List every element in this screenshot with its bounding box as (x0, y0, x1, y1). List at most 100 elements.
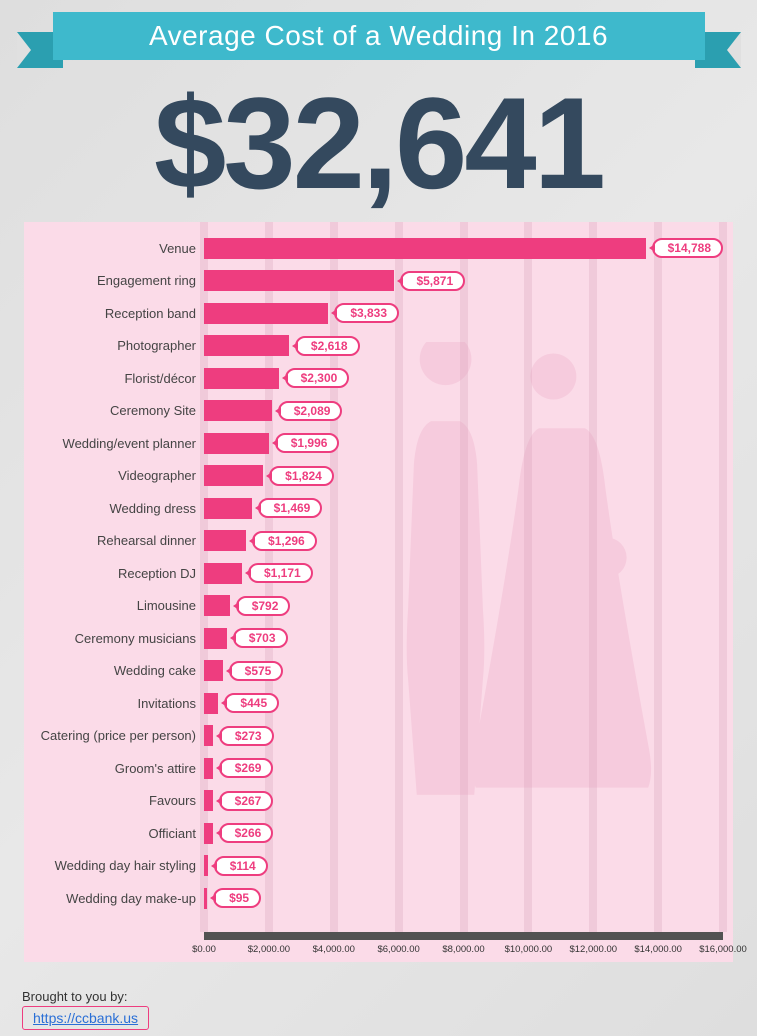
bar-row: Reception DJ$1,171 (204, 557, 723, 590)
x-tick-label: $16,000.00 (699, 944, 747, 955)
bar-row: Invitations$445 (204, 687, 723, 720)
bar-fill (204, 465, 263, 486)
bar-value-label: $575 (229, 661, 284, 681)
bar-row: Wedding day hair styling$114 (204, 850, 723, 883)
bar-row: Wedding dress$1,469 (204, 492, 723, 525)
bar-category-label: Ceremony Site (24, 403, 196, 418)
bar-value-label: $14,788 (652, 238, 723, 258)
bar-fill (204, 790, 213, 811)
bar-row: Favours$267 (204, 785, 723, 818)
bar-category-label: Photographer (24, 338, 196, 353)
total-cost: $32,641 (0, 78, 757, 208)
bar-row: Catering (price per person)$273 (204, 720, 723, 753)
bars-container: Venue$14,788Engagement ring$5,871Recepti… (204, 232, 723, 915)
bar-fill (204, 368, 279, 389)
bar-fill (204, 270, 394, 291)
x-tick-label: $2,000.00 (248, 944, 290, 955)
bar-category-label: Catering (price per person) (24, 728, 196, 743)
bar-value-label: $1,996 (275, 433, 340, 453)
title-text: Average Cost of a Wedding In 2016 (53, 12, 705, 60)
bar-fill (204, 660, 223, 681)
bar-category-label: Wedding day make-up (24, 891, 196, 906)
bar-value-label: $5,871 (400, 271, 465, 291)
bar-fill (204, 563, 242, 584)
bar-category-label: Groom's attire (24, 761, 196, 776)
x-tick-label: $14,000.00 (634, 944, 682, 955)
bar-row: Venue$14,788 (204, 232, 723, 265)
bar-value-label: $273 (219, 726, 274, 746)
bar-value-label: $445 (224, 693, 279, 713)
bar-category-label: Wedding/event planner (24, 436, 196, 451)
bar-fill (204, 498, 252, 519)
bar-category-label: Officiant (24, 826, 196, 841)
bar-fill (204, 433, 269, 454)
x-tick-label: $6,000.00 (377, 944, 419, 955)
x-tick-label: $0.00 (192, 944, 216, 955)
bar-category-label: Videographer (24, 468, 196, 483)
bar-category-label: Venue (24, 241, 196, 256)
title-ribbon: Average Cost of a Wedding In 2016 (39, 12, 719, 72)
x-tick-label: $8,000.00 (442, 944, 484, 955)
bar-row: Florist/décor$2,300 (204, 362, 723, 395)
bar-row: Officiant$266 (204, 817, 723, 850)
bar-row: Wedding day make-up$95 (204, 882, 723, 915)
bar-category-label: Rehearsal dinner (24, 533, 196, 548)
bar-category-label: Invitations (24, 696, 196, 711)
bar-fill (204, 238, 646, 259)
bar-category-label: Wedding dress (24, 501, 196, 516)
bar-fill (204, 855, 208, 876)
bar-row: Reception band$3,833 (204, 297, 723, 330)
bar-category-label: Florist/décor (24, 371, 196, 386)
bar-category-label: Wedding cake (24, 663, 196, 678)
bar-row: Rehearsal dinner$1,296 (204, 525, 723, 558)
bar-row: Ceremony Site$2,089 (204, 395, 723, 428)
bar-fill (204, 595, 230, 616)
bar-row: Photographer$2,618 (204, 330, 723, 363)
bar-category-label: Wedding day hair styling (24, 858, 196, 873)
bar-value-label: $3,833 (334, 303, 399, 323)
bar-category-label: Favours (24, 793, 196, 808)
bar-fill (204, 530, 246, 551)
footer-lead: Brought to you by: (22, 989, 149, 1004)
x-axis: $0.00$2,000.00$4,000.00$6,000.00$8,000.0… (204, 932, 723, 962)
bar-category-label: Engagement ring (24, 273, 196, 288)
bar-category-label: Reception band (24, 306, 196, 321)
bar-fill (204, 888, 207, 909)
bar-value-label: $95 (213, 888, 261, 908)
bar-fill (204, 335, 289, 356)
bar-value-label: $269 (219, 758, 274, 778)
bar-value-label: $2,618 (295, 336, 360, 356)
bar-row: Limousine$792 (204, 590, 723, 623)
bar-row: Groom's attire$269 (204, 752, 723, 785)
bar-row: Wedding/event planner$1,996 (204, 427, 723, 460)
x-tick-label: $10,000.00 (505, 944, 553, 955)
bar-fill (204, 823, 213, 844)
x-axis-baseline (204, 932, 723, 940)
bar-value-label: $2,089 (278, 401, 343, 421)
bar-category-label: Reception DJ (24, 566, 196, 581)
bar-fill (204, 400, 272, 421)
bar-value-label: $2,300 (285, 368, 350, 388)
bar-value-label: $266 (219, 823, 274, 843)
bar-fill (204, 725, 213, 746)
x-tick-label: $4,000.00 (313, 944, 355, 955)
bar-value-label: $792 (236, 596, 291, 616)
bar-category-label: Ceremony musicians (24, 631, 196, 646)
bar-value-label: $114 (214, 856, 268, 876)
bar-fill (204, 628, 227, 649)
bar-fill (204, 303, 328, 324)
bar-value-label: $1,171 (248, 563, 313, 583)
bar-category-label: Limousine (24, 598, 196, 613)
bar-value-label: $1,824 (269, 466, 334, 486)
bar-value-label: $1,296 (252, 531, 317, 551)
bar-row: Engagement ring$5,871 (204, 265, 723, 298)
bar-row: Wedding cake$575 (204, 655, 723, 688)
bar-fill (204, 693, 218, 714)
bar-value-label: $267 (219, 791, 274, 811)
bar-fill (204, 758, 213, 779)
bar-value-label: $703 (233, 628, 288, 648)
source-link[interactable]: https://ccbank.us (22, 1006, 149, 1030)
bar-row: Videographer$1,824 (204, 460, 723, 493)
bar-value-label: $1,469 (258, 498, 323, 518)
bar-chart: Venue$14,788Engagement ring$5,871Recepti… (24, 222, 733, 962)
